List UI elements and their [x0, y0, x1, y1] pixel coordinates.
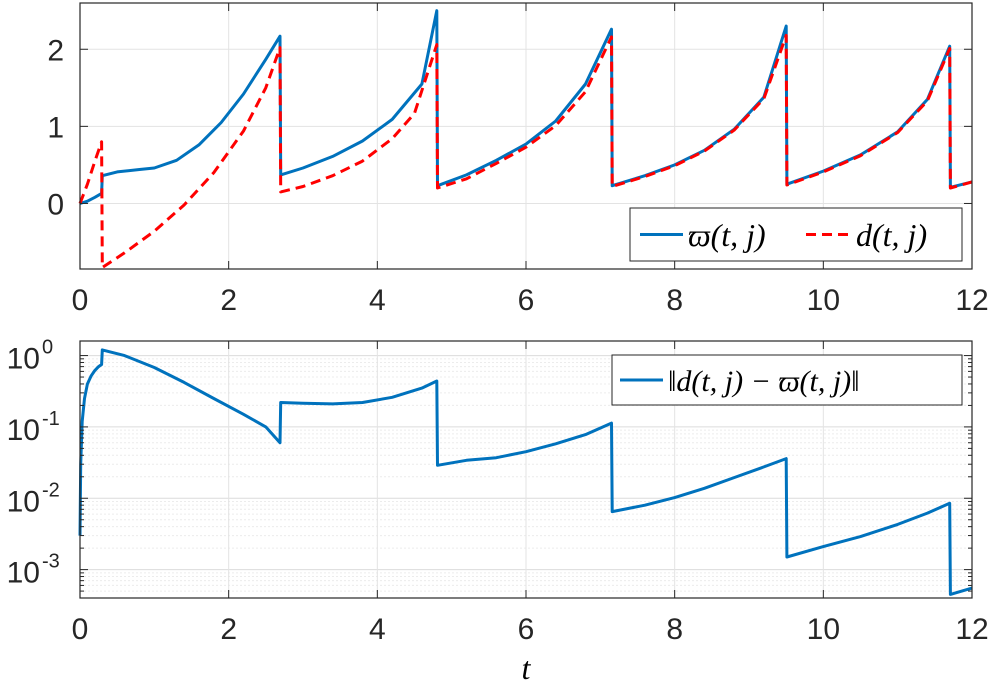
bottom-y-tick-label: 10 [7, 414, 40, 447]
bottom-y-tick-exponent: 0 [42, 337, 53, 359]
top-y-tick-label: 0 [47, 188, 64, 221]
bottom-legend: ‖d(t, j) − ϖ(t, j)‖ [611, 354, 963, 406]
top-legend: ϖ(t, j) d(t, j) [629, 207, 963, 262]
bottom-y-tick-exponent: -2 [42, 479, 60, 501]
legend-diff-label: ‖d(t, j) − ϖ(t, j)‖ [668, 365, 860, 398]
top-x-tick-label: 0 [72, 284, 89, 317]
bottom-y-tick-label: 10 [7, 343, 40, 376]
bottom-y-tick-base: 10 [7, 485, 40, 518]
top-x-tick-label: 2 [220, 284, 237, 317]
bottom-x-tick-label: 6 [518, 613, 535, 646]
bottom-grid [80, 341, 972, 598]
series-diff-line [78, 348, 973, 596]
top-x-tick-label: 6 [518, 284, 535, 317]
bottom-y-tick-base: 10 [7, 414, 40, 447]
top-x-tick-label: 12 [955, 284, 988, 317]
bottom-x-tick-label: 8 [666, 613, 683, 646]
bottom-y-tick-base: 10 [7, 557, 40, 590]
bottom-y-tick-label: 10 [7, 557, 40, 590]
bottom-y-tick-base: 10 [7, 343, 40, 376]
bottom-x-tick-label: 4 [369, 613, 386, 646]
bottom-lines [78, 348, 973, 596]
bottom-y-tick-exponent: -3 [42, 551, 60, 573]
top-lines [78, 9, 973, 269]
top-legend-box [629, 207, 963, 262]
bottom-x-tick-label: 12 [955, 613, 988, 646]
series-d-line [78, 33, 973, 269]
legend-d-label: d(t, j) [856, 217, 927, 253]
legend-varpi-label: ϖ(t, j) [688, 217, 766, 253]
top-grid [80, 3, 972, 269]
top-x-tick-label: 8 [666, 284, 683, 317]
bottom-x-tick-label: 10 [807, 613, 840, 646]
top-y-tick-label: 1 [47, 111, 64, 144]
x-axis-label: t [522, 650, 532, 686]
bottom-legend-box [611, 354, 963, 406]
bottom-y-tick-label: 10 [7, 485, 40, 518]
top-x-tick-label: 10 [807, 284, 840, 317]
top-y-tick-label: 2 [47, 34, 64, 67]
bottom-x-tick-label: 0 [72, 613, 89, 646]
bottom-y-tick-exponent: -1 [42, 408, 60, 430]
top-x-tick-label: 4 [369, 284, 386, 317]
bottom-x-tick-label: 2 [220, 613, 237, 646]
